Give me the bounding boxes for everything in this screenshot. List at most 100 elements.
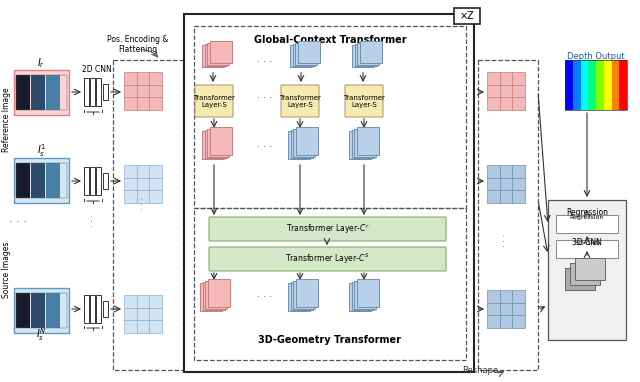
Bar <box>149 97 162 110</box>
Bar <box>124 85 137 97</box>
Bar <box>500 190 513 203</box>
Text: Depth Output: Depth Output <box>567 52 625 61</box>
Text: $I_s^N$: $I_s^N$ <box>36 326 47 343</box>
Bar <box>500 290 513 303</box>
Bar <box>620 60 627 110</box>
Bar <box>355 44 376 66</box>
Bar <box>478 60 538 370</box>
Bar <box>149 320 162 333</box>
Bar <box>570 263 600 285</box>
Bar <box>349 131 371 159</box>
Bar <box>293 280 315 309</box>
Text: Layer-S: Layer-S <box>287 102 313 107</box>
Bar <box>352 45 374 67</box>
Bar <box>202 45 224 67</box>
Bar <box>124 320 137 333</box>
Bar <box>14 288 69 333</box>
Bar <box>200 283 222 311</box>
Bar <box>137 97 149 110</box>
Bar <box>202 282 225 310</box>
Text: · · ·: · · · <box>257 142 273 152</box>
Bar <box>124 97 137 110</box>
Bar <box>575 258 605 280</box>
Text: Reshape: Reshape <box>462 366 498 375</box>
Bar <box>296 279 317 307</box>
Bar <box>573 60 580 110</box>
Bar <box>16 75 30 110</box>
Text: 3D-Geometry Transformer: 3D-Geometry Transformer <box>259 335 401 345</box>
Bar <box>513 303 525 315</box>
Bar <box>84 295 89 323</box>
Text: Pos. Encoding &
Flattening: Pos. Encoding & Flattening <box>108 35 169 54</box>
Bar <box>149 85 162 97</box>
Text: Source Images: Source Images <box>3 242 12 298</box>
Bar <box>565 268 595 290</box>
Bar <box>291 282 312 310</box>
Bar <box>556 215 618 233</box>
Bar <box>500 72 513 85</box>
Bar <box>46 293 60 328</box>
Bar <box>14 158 69 203</box>
Bar <box>293 128 315 157</box>
Bar <box>31 293 45 328</box>
Bar <box>565 60 573 110</box>
Bar <box>513 72 525 85</box>
Text: 3D CNN: 3D CNN <box>575 241 600 246</box>
Bar <box>90 295 95 323</box>
Bar <box>137 85 149 97</box>
Bar <box>487 290 500 303</box>
Text: Regression: Regression <box>570 215 604 220</box>
Bar <box>149 178 162 190</box>
Bar <box>596 60 604 110</box>
Text: Transformer Layer-$C^r$: Transformer Layer-$C^r$ <box>285 222 369 236</box>
Text: Layer-S: Layer-S <box>351 102 377 107</box>
Bar <box>103 173 108 189</box>
FancyBboxPatch shape <box>281 85 319 117</box>
Text: Transformer: Transformer <box>343 94 385 100</box>
Bar <box>137 190 149 203</box>
Bar <box>96 78 101 106</box>
Bar <box>16 293 30 328</box>
Bar <box>360 41 381 63</box>
Bar <box>46 75 60 110</box>
Bar <box>194 208 466 360</box>
FancyBboxPatch shape <box>209 247 446 271</box>
Text: · · ·: · · · <box>257 292 273 302</box>
Bar <box>513 97 525 110</box>
Bar <box>124 295 137 308</box>
Bar <box>124 190 137 203</box>
Bar <box>487 315 500 328</box>
Bar <box>513 290 525 303</box>
Bar <box>209 127 232 155</box>
Bar <box>288 131 310 159</box>
Bar <box>500 85 513 97</box>
Bar <box>487 85 500 97</box>
Bar <box>354 128 376 157</box>
Bar <box>611 60 620 110</box>
Bar <box>137 178 149 190</box>
Bar <box>487 165 500 178</box>
Bar <box>588 60 596 110</box>
Text: · · ·: · · · <box>257 57 273 67</box>
Bar <box>487 72 500 85</box>
Bar <box>500 97 513 110</box>
Bar <box>202 131 224 159</box>
Text: Layer-S: Layer-S <box>201 102 227 107</box>
Bar <box>513 190 525 203</box>
Bar <box>90 167 95 195</box>
Bar <box>487 303 500 315</box>
Bar <box>205 130 227 158</box>
FancyBboxPatch shape <box>195 85 233 117</box>
Bar <box>500 303 513 315</box>
Bar <box>31 75 45 110</box>
Bar <box>298 41 319 63</box>
Bar <box>113 60 183 370</box>
Bar <box>357 42 379 65</box>
Bar <box>513 178 525 190</box>
Bar <box>487 178 500 190</box>
Bar <box>149 295 162 308</box>
Text: · · ·: · · · <box>257 93 273 103</box>
Bar <box>137 72 149 85</box>
Bar <box>46 163 60 198</box>
Bar <box>565 60 627 110</box>
